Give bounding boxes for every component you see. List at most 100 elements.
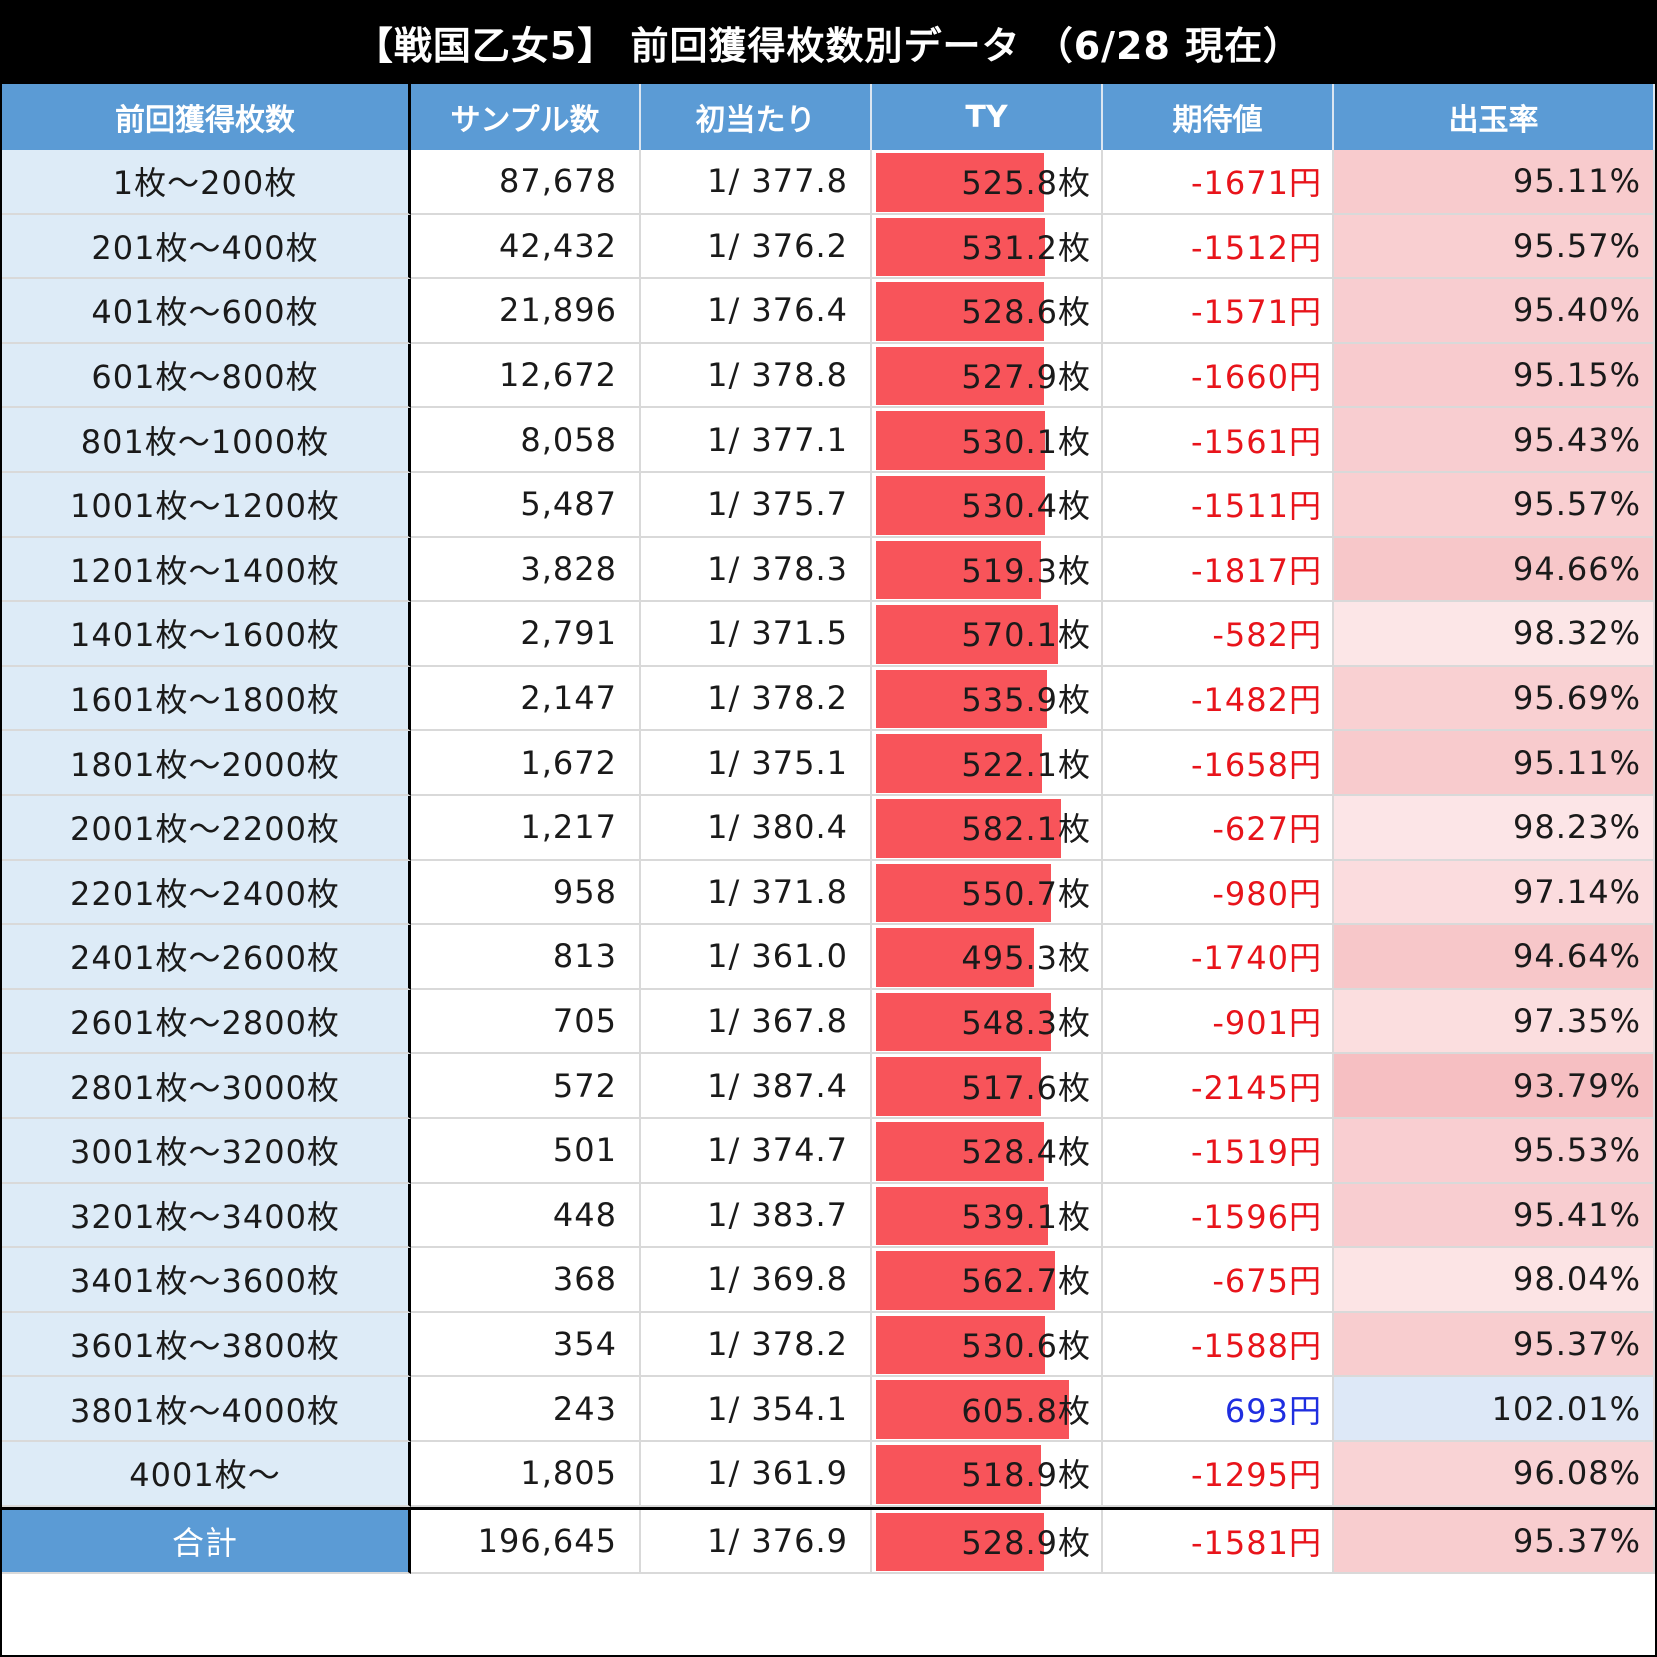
payout-rate-cell: 97.35%	[1334, 989, 1655, 1055]
samples-cell: 87,678	[411, 150, 641, 215]
ty-bar	[876, 1315, 1045, 1375]
range-cell: 2601枚～2800枚	[2, 989, 411, 1055]
first-hit-cell: 1/ 361.9	[641, 1442, 872, 1507]
expected-value-cell: -1740円	[1103, 925, 1334, 990]
header-ty: TY	[872, 84, 1103, 150]
samples-cell: 958	[411, 860, 641, 926]
ty-value: 550.7枚	[961, 874, 1091, 913]
ty-cell: 582.1枚	[872, 796, 1103, 861]
samples-cell: 8,058	[411, 408, 641, 473]
page-title: 【戦国乙女5】 前回獲得枚数別データ （6/28 現在）	[0, 0, 1657, 84]
samples-cell: 354	[411, 1312, 641, 1378]
range-cell: 合計	[2, 1509, 411, 1575]
table-row: 2601枚～2800枚 705 1/ 367.8 548.3枚 -901円 97.35%	[2, 989, 1655, 1055]
first-hit-cell: 1/ 387.4	[641, 1054, 872, 1119]
first-hit-cell: 1/ 380.4	[641, 796, 872, 861]
table-row: 401枚～600枚 21,896 1/ 376.4 528.6枚 -1571円 95.40…	[2, 279, 1655, 344]
expected-value-cell: -1588円	[1103, 1312, 1334, 1378]
ty-bar	[876, 605, 1058, 664]
ty-value: 535.9枚	[961, 681, 1091, 720]
range-cell: 3801枚～4000枚	[2, 1377, 411, 1442]
first-hit-cell: 1/ 378.8	[641, 343, 872, 409]
table-row: 801枚～1000枚 8,058 1/ 377.1 530.1枚 -1561円 95.43…	[2, 408, 1655, 473]
payout-rate-cell: 95.53%	[1334, 1119, 1655, 1184]
samples-cell: 1,672	[411, 731, 641, 796]
expected-value-cell: -1519円	[1103, 1119, 1334, 1184]
header-first-hit: 初当たり	[641, 84, 872, 150]
expected-value-cell: -2145円	[1103, 1054, 1334, 1119]
expected-value-cell: -1596円	[1103, 1183, 1334, 1249]
table-row: 1801枚～2000枚 1,672 1/ 375.1 522.1枚 -1658円 95.1…	[2, 731, 1655, 796]
table-header: 前回獲得枚数 サンプル数 初当たり TY 期待値 出玉率	[2, 84, 1655, 150]
first-hit-cell: 1/ 374.7	[641, 1119, 872, 1184]
ty-cell: 530.6枚	[872, 1312, 1103, 1378]
first-hit-cell: 1/ 375.7	[641, 473, 872, 538]
range-cell: 2001枚～2200枚	[2, 796, 411, 861]
header-range: 前回獲得枚数	[2, 84, 411, 150]
range-cell: 1001枚～1200枚	[2, 473, 411, 538]
ty-bar	[876, 1445, 1041, 1504]
expected-value-cell: -1658円	[1103, 731, 1334, 796]
first-hit-cell: 1/ 371.8	[641, 860, 872, 926]
ty-cell: 562.7枚	[872, 1248, 1103, 1313]
ty-bar	[876, 1186, 1048, 1246]
payout-rate-cell: 95.11%	[1334, 731, 1655, 796]
table-row: 3401枚～3600枚 368 1/ 369.8 562.7枚 -675円 98.04%	[2, 1248, 1655, 1313]
range-cell: 2801枚～3000枚	[2, 1054, 411, 1119]
payout-rate-cell: 95.69%	[1334, 666, 1655, 732]
ty-value: 530.1枚	[961, 422, 1091, 461]
expected-value-cell: -1512円	[1103, 214, 1334, 280]
range-cell: 401枚～600枚	[2, 279, 411, 344]
ty-cell: 525.8枚	[872, 150, 1103, 215]
table-row: 2801枚～3000枚 572 1/ 387.4 517.6枚 -2145円 93.79%	[2, 1054, 1655, 1119]
range-cell: 3601枚～3800枚	[2, 1312, 411, 1378]
ty-value: 539.1枚	[961, 1197, 1091, 1236]
data-table: 前回獲得枚数 サンプル数 初当たり TY 期待値 出玉率 1枚～200枚 87,678 1/ …	[2, 84, 1655, 1655]
payout-rate-cell: 96.08%	[1334, 1442, 1655, 1507]
ty-value: 518.9枚	[961, 1456, 1091, 1495]
ty-cell: 528.6枚	[872, 279, 1103, 344]
ty-bar	[876, 217, 1045, 277]
ty-value: 605.8枚	[961, 1391, 1091, 1430]
ty-bar	[876, 540, 1041, 600]
range-cell: 2201枚～2400枚	[2, 860, 411, 926]
table-row: 4001枚～ 1,805 1/ 361.9 518.9枚 -1295円 96.08%	[2, 1442, 1655, 1507]
table-row: 2201枚～2400枚 958 1/ 371.8 550.7枚 -980円 97.14%	[2, 860, 1655, 926]
ty-bar	[876, 346, 1044, 406]
expected-value-cell: -980円	[1103, 860, 1334, 926]
ty-value: 527.9枚	[961, 358, 1091, 397]
samples-cell: 196,645	[411, 1509, 641, 1575]
expected-value-cell: -1817円	[1103, 537, 1334, 603]
expected-value-cell: 693円	[1103, 1377, 1334, 1442]
ty-value: 522.1枚	[961, 745, 1091, 784]
ty-cell: 522.1枚	[872, 731, 1103, 796]
expected-value-cell: -1482円	[1103, 666, 1334, 732]
first-hit-cell: 1/ 377.1	[641, 408, 872, 473]
expected-value-cell: -582円	[1103, 602, 1334, 667]
ty-value: 530.6枚	[961, 1327, 1091, 1366]
header-rate: 出玉率	[1334, 84, 1655, 150]
payout-rate-cell: 95.37%	[1334, 1509, 1655, 1575]
range-cell: 1201枚～1400枚	[2, 537, 411, 603]
ty-cell: 570.1枚	[872, 602, 1103, 667]
expected-value-cell: -1671円	[1103, 150, 1334, 215]
expected-value-cell: -1295円	[1103, 1442, 1334, 1507]
range-cell: 1801枚～2000枚	[2, 731, 411, 796]
table-row: 1枚～200枚 87,678 1/ 377.8 525.8枚 -1671円 95.11%	[2, 150, 1655, 215]
payout-rate-cell: 98.23%	[1334, 796, 1655, 861]
ty-value: 530.4枚	[961, 487, 1091, 526]
samples-cell: 368	[411, 1248, 641, 1313]
table-row: 2401枚～2600枚 813 1/ 361.0 495.3枚 -1740円 94.64%	[2, 925, 1655, 990]
range-cell: 3201枚～3400枚	[2, 1183, 411, 1249]
ty-cell: 519.3枚	[872, 537, 1103, 603]
first-hit-cell: 1/ 376.9	[641, 1509, 872, 1575]
samples-cell: 1,805	[411, 1442, 641, 1507]
first-hit-cell: 1/ 377.8	[641, 150, 872, 215]
header-expected: 期待値	[1103, 84, 1334, 150]
table-row: 3201枚～3400枚 448 1/ 383.7 539.1枚 -1596円 95.41%	[2, 1183, 1655, 1249]
ty-value: 495.3枚	[961, 939, 1091, 978]
ty-bar	[876, 669, 1047, 729]
samples-cell: 501	[411, 1119, 641, 1184]
ty-cell: 527.9枚	[872, 343, 1103, 409]
range-cell: 3001枚～3200枚	[2, 1119, 411, 1184]
